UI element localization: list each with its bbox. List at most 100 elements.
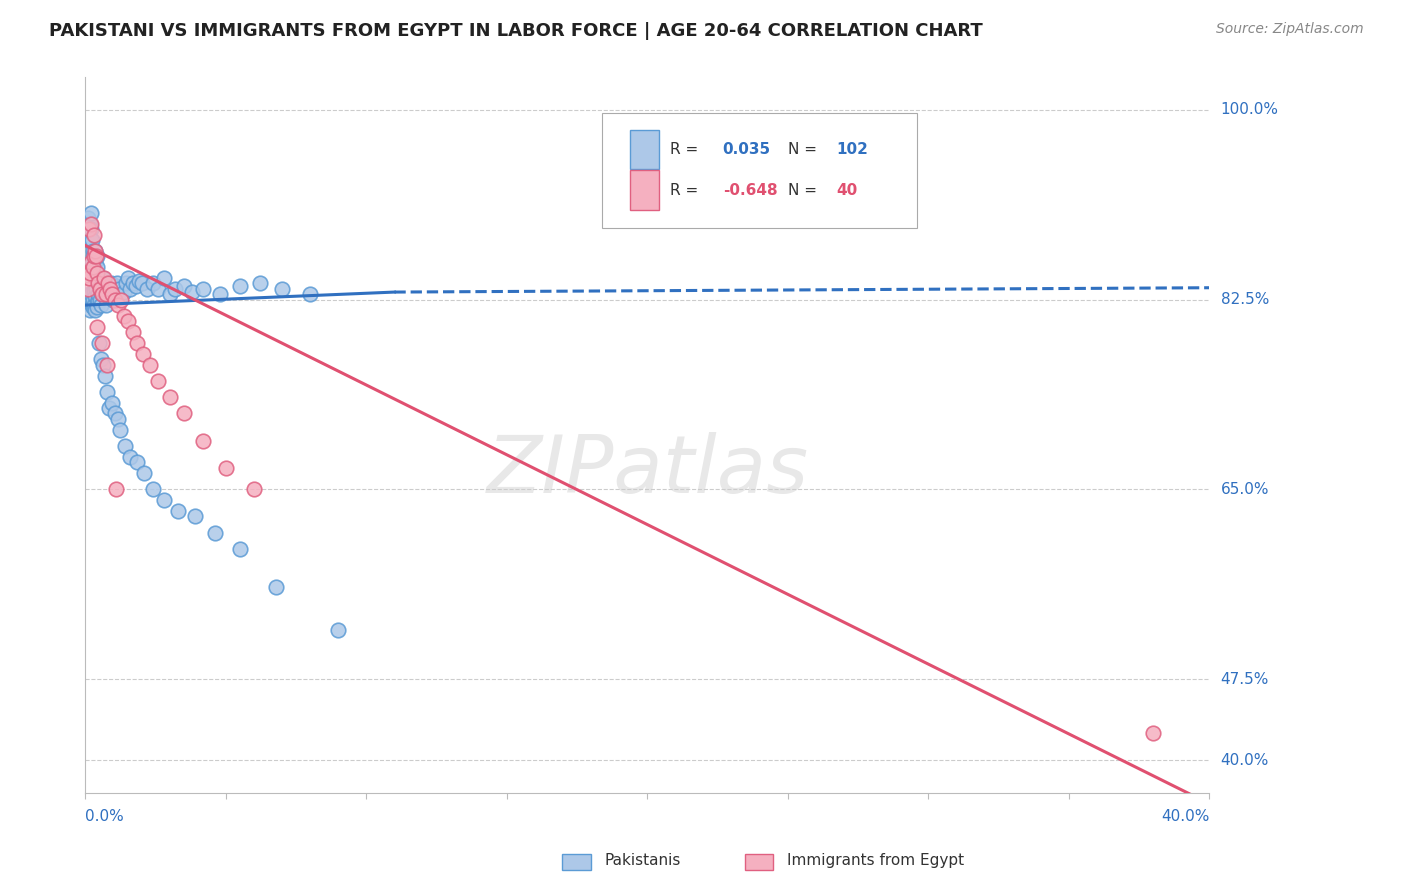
Point — [77, 282, 100, 296]
Point — [153, 271, 176, 285]
Point — [122, 277, 145, 291]
Point — [82, 300, 104, 314]
Point — [76, 211, 98, 226]
Point — [181, 285, 204, 299]
Point — [87, 336, 110, 351]
Point — [136, 282, 159, 296]
Point — [79, 266, 101, 280]
Text: R =: R = — [669, 142, 699, 157]
Point — [80, 222, 103, 236]
Point — [80, 233, 103, 247]
Point — [83, 254, 105, 268]
Point — [107, 298, 129, 312]
Point — [86, 300, 108, 314]
Point — [139, 358, 162, 372]
Point — [80, 293, 103, 307]
Point — [107, 412, 129, 426]
Point — [83, 244, 105, 258]
Point — [104, 278, 127, 293]
Point — [86, 260, 108, 274]
Point — [84, 249, 107, 263]
Point — [90, 336, 112, 351]
Bar — [630, 129, 658, 169]
Point — [79, 217, 101, 231]
Point — [299, 287, 322, 301]
Point — [82, 293, 104, 307]
Point — [97, 277, 120, 291]
Point — [84, 266, 107, 280]
Point — [96, 384, 118, 399]
Point — [94, 287, 117, 301]
Point — [89, 282, 111, 296]
Point — [83, 227, 105, 242]
Point — [125, 278, 148, 293]
Point — [112, 309, 135, 323]
Point — [90, 287, 112, 301]
Point — [105, 483, 128, 497]
Text: -0.648: -0.648 — [723, 183, 778, 198]
Point — [173, 278, 195, 293]
Point — [117, 271, 139, 285]
Point — [165, 282, 187, 296]
Point — [193, 282, 215, 296]
Point — [110, 423, 132, 437]
Point — [97, 282, 120, 296]
Point — [105, 277, 128, 291]
Point — [91, 358, 114, 372]
Text: 65.0%: 65.0% — [1220, 482, 1270, 497]
Point — [104, 407, 127, 421]
Text: 40.0%: 40.0% — [1220, 753, 1268, 768]
Point — [97, 289, 120, 303]
Point — [112, 285, 135, 299]
Point — [77, 222, 100, 236]
Point — [104, 293, 127, 307]
Point — [167, 504, 190, 518]
Point — [100, 277, 122, 291]
Point — [114, 439, 136, 453]
Point — [101, 395, 124, 409]
Point — [94, 368, 117, 383]
Point — [83, 249, 105, 263]
Point — [79, 303, 101, 318]
Point — [96, 282, 118, 296]
Point — [114, 277, 136, 291]
FancyBboxPatch shape — [602, 113, 917, 227]
Point — [76, 293, 98, 307]
Point — [229, 278, 252, 293]
Point — [101, 287, 124, 301]
Point — [86, 266, 108, 280]
Point — [110, 293, 132, 307]
Point — [127, 336, 149, 351]
Point — [86, 319, 108, 334]
Point — [89, 282, 111, 296]
Point — [128, 274, 150, 288]
Point — [82, 244, 104, 258]
Point — [77, 287, 100, 301]
Point — [204, 525, 226, 540]
Point — [110, 289, 132, 303]
Point — [76, 233, 98, 247]
Point — [148, 374, 170, 388]
Point — [215, 460, 238, 475]
Point — [84, 282, 107, 296]
Point — [91, 271, 114, 285]
Point — [121, 325, 143, 339]
Point — [80, 298, 103, 312]
Point — [83, 298, 105, 312]
Point — [77, 227, 100, 242]
Point — [90, 352, 112, 367]
Text: ZIPatlas: ZIPatlas — [486, 432, 808, 510]
Point — [142, 277, 165, 291]
Text: 102: 102 — [837, 142, 868, 157]
Point — [193, 434, 215, 448]
Point — [83, 285, 105, 299]
Point — [77, 271, 100, 285]
Text: Immigrants from Egypt: Immigrants from Egypt — [787, 854, 965, 868]
Point — [77, 289, 100, 303]
Point — [90, 298, 112, 312]
Text: 0.035: 0.035 — [723, 142, 770, 157]
Point — [142, 483, 165, 497]
Point — [271, 282, 294, 296]
Point — [80, 217, 103, 231]
Point — [209, 287, 232, 301]
